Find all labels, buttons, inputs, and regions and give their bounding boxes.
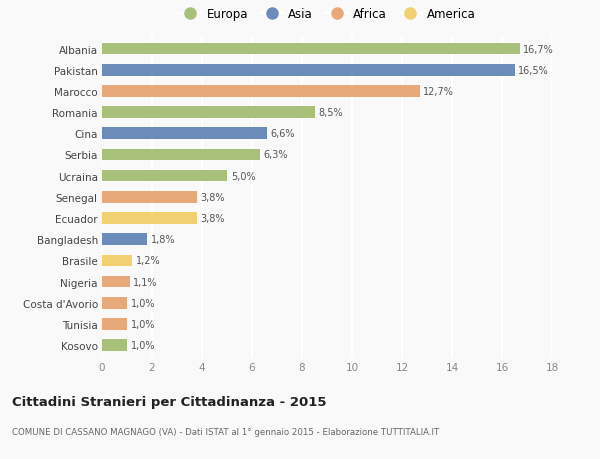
- Bar: [102, 340, 127, 351]
- Bar: [102, 149, 260, 161]
- Text: 6,3%: 6,3%: [263, 150, 288, 160]
- Text: 8,5%: 8,5%: [318, 108, 343, 118]
- Bar: [102, 107, 314, 118]
- Text: 16,7%: 16,7%: [523, 45, 554, 55]
- Bar: [102, 128, 267, 140]
- Text: 5,0%: 5,0%: [231, 171, 256, 181]
- Text: 1,0%: 1,0%: [131, 340, 155, 350]
- Text: 1,1%: 1,1%: [133, 277, 158, 287]
- Bar: [102, 276, 130, 288]
- Bar: [102, 86, 419, 97]
- Text: Cittadini Stranieri per Cittadinanza - 2015: Cittadini Stranieri per Cittadinanza - 2…: [12, 395, 326, 408]
- Bar: [102, 319, 127, 330]
- Bar: [102, 170, 227, 182]
- Bar: [102, 297, 127, 309]
- Legend: Europa, Asia, Africa, America: Europa, Asia, Africa, America: [175, 5, 479, 24]
- Text: 3,8%: 3,8%: [201, 213, 225, 224]
- Bar: [102, 44, 520, 55]
- Text: 12,7%: 12,7%: [423, 87, 454, 97]
- Bar: [102, 191, 197, 203]
- Bar: [102, 255, 132, 267]
- Text: 16,5%: 16,5%: [518, 66, 549, 76]
- Text: 6,6%: 6,6%: [271, 129, 295, 139]
- Text: 1,0%: 1,0%: [131, 319, 155, 329]
- Bar: [102, 234, 147, 246]
- Text: 3,8%: 3,8%: [201, 192, 225, 202]
- Text: 1,2%: 1,2%: [136, 256, 160, 266]
- Text: COMUNE DI CASSANO MAGNAGO (VA) - Dati ISTAT al 1° gennaio 2015 - Elaborazione TU: COMUNE DI CASSANO MAGNAGO (VA) - Dati IS…: [12, 427, 439, 436]
- Bar: [102, 65, 515, 76]
- Bar: [102, 213, 197, 224]
- Text: 1,0%: 1,0%: [131, 298, 155, 308]
- Text: 1,8%: 1,8%: [151, 235, 175, 245]
